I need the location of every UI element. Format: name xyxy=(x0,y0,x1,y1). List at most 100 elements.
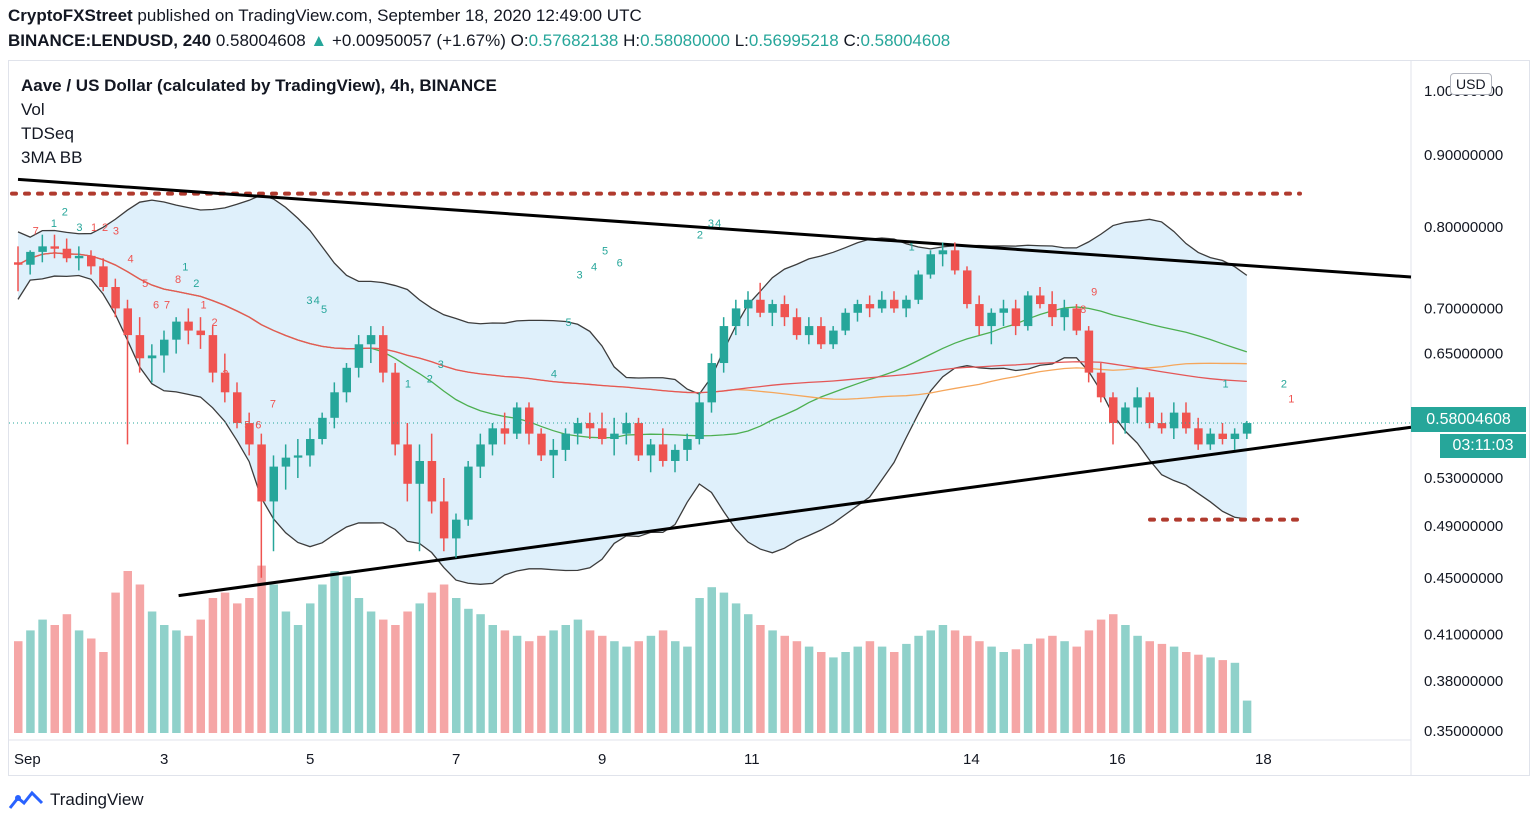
high-label: H: xyxy=(623,31,641,50)
volume-bar xyxy=(1133,635,1142,733)
volume-bar xyxy=(14,641,23,733)
td-seq-marker: 1 xyxy=(909,241,915,253)
td-seq-marker: 7 xyxy=(164,299,170,311)
td-seq-marker: 3 xyxy=(222,368,228,380)
volume-bar xyxy=(744,614,753,733)
volume-bar xyxy=(196,619,205,733)
candle-body xyxy=(196,330,205,336)
currency-button[interactable]: USD xyxy=(1450,73,1492,95)
publisher-name[interactable]: CryptoFXStreet xyxy=(8,6,133,25)
candle-body xyxy=(1121,407,1130,424)
td-seq-marker: 9 xyxy=(1091,286,1097,298)
candle-body xyxy=(220,372,230,393)
candle-body xyxy=(452,519,461,539)
volume-bar xyxy=(269,584,278,733)
candle-body xyxy=(646,444,656,456)
td-seq-marker: 4 xyxy=(591,261,597,273)
volume-bar xyxy=(208,598,218,733)
td-seq-marker: 1 xyxy=(405,378,411,390)
close-label: C: xyxy=(843,31,861,50)
volume-bar xyxy=(585,630,595,733)
candle-body xyxy=(1133,397,1142,408)
td-seq-marker: 2 xyxy=(193,278,199,290)
time-tick-label: Sep xyxy=(14,751,41,768)
candle-body xyxy=(1023,295,1033,327)
volume-bar xyxy=(366,611,376,733)
td-seq-marker: 2 xyxy=(697,230,703,242)
td-seq-marker: 2 xyxy=(211,317,217,329)
publish-line: CryptoFXStreet published on TradingView.… xyxy=(8,6,642,26)
volume-bar xyxy=(792,641,802,733)
volume-bar xyxy=(1109,614,1118,733)
volume-bar xyxy=(719,592,729,733)
tradingview-branding[interactable]: TradingView xyxy=(8,790,144,810)
td-seq-marker: 3 xyxy=(306,295,312,307)
candle-body xyxy=(671,449,680,461)
volume-bar xyxy=(87,638,96,733)
td-seq-marker: 5 xyxy=(142,278,148,290)
high-value: 0.58080000 xyxy=(640,31,730,50)
candle-body xyxy=(1072,308,1081,331)
volume-bar xyxy=(756,625,765,733)
candle-body xyxy=(1096,372,1106,398)
volume-bar xyxy=(1060,641,1069,733)
bollinger-fill xyxy=(18,194,1247,585)
candle-body xyxy=(123,308,132,336)
candle-body xyxy=(1157,423,1167,429)
candle-body xyxy=(14,262,23,265)
candle-body xyxy=(1060,308,1069,318)
volume-bar xyxy=(707,587,716,733)
candle-body xyxy=(950,250,960,271)
price-tick-label: 0.38000000 xyxy=(1424,673,1503,690)
candle-body xyxy=(817,326,826,345)
volume-bar xyxy=(561,625,570,733)
candle-body xyxy=(281,457,291,467)
legend-vol[interactable]: Vol xyxy=(21,100,45,119)
volume-bar xyxy=(1169,646,1179,733)
volume-bar xyxy=(403,611,412,733)
volume-bar xyxy=(512,635,522,733)
legend-tdseq[interactable]: TDSeq xyxy=(21,124,74,143)
candle-body xyxy=(792,317,802,336)
candle-body xyxy=(561,433,570,450)
candle-body xyxy=(233,392,242,424)
volume-bar xyxy=(464,608,473,733)
volume-bar xyxy=(963,635,972,733)
candle-body xyxy=(1206,433,1215,445)
volume-bar xyxy=(111,592,120,733)
price-tick-label: 0.45000000 xyxy=(1424,570,1503,587)
candle-body xyxy=(62,248,72,259)
candle-body xyxy=(99,266,108,288)
volume-bar xyxy=(38,619,47,733)
volume-bar xyxy=(233,603,242,733)
candle-body xyxy=(403,444,412,484)
candle-body xyxy=(537,433,546,456)
volume-bar xyxy=(342,576,351,733)
td-seq-marker: 8 xyxy=(175,274,181,286)
bollinger-upper-line xyxy=(17,194,1248,395)
candle-body xyxy=(147,355,157,359)
legend-bollinger[interactable]: 3MA BB xyxy=(21,148,83,167)
volume-bar xyxy=(476,614,485,733)
volume-bar xyxy=(1157,643,1167,733)
volume-bar xyxy=(123,571,132,733)
candle-body xyxy=(829,330,838,345)
candle-body xyxy=(38,246,47,252)
price-tick-label: 0.35000000 xyxy=(1424,723,1503,740)
td-seq-marker: 1 xyxy=(1288,393,1294,405)
chart-panel[interactable] xyxy=(8,60,1530,776)
candle-body xyxy=(135,335,145,359)
volume-bar xyxy=(1218,660,1227,733)
volume-bar xyxy=(975,641,984,733)
time-tick-label: 5 xyxy=(306,751,314,768)
candle-body xyxy=(342,367,351,393)
td-seq-marker: 4 xyxy=(128,253,134,265)
open-value: 0.57682138 xyxy=(528,31,619,50)
volume-bar xyxy=(865,641,875,733)
volume-bar xyxy=(525,641,534,733)
price-tick-label: 0.80000000 xyxy=(1424,219,1503,236)
td-seq-marker: 1 xyxy=(201,299,207,311)
legend-title[interactable]: Aave / US Dollar (calculated by TradingV… xyxy=(21,76,497,95)
up-arrow-icon: ▲ xyxy=(310,31,328,50)
